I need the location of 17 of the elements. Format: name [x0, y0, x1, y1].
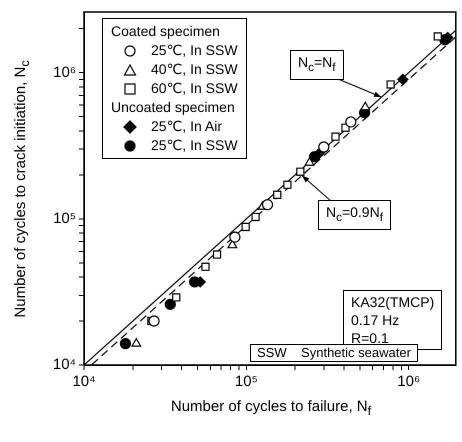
- annotation: N$_{c}$=0.9N$_{f}$: [318, 200, 391, 230]
- x-axis-title: Number of cycles to failure, N$_{f}$: [170, 398, 372, 418]
- annotation: Coated specimen: [111, 22, 221, 41]
- y-tick-label: 10⁵: [53, 210, 76, 227]
- annotation: SSW Synthetic seawater: [250, 344, 418, 362]
- annotation: Uncoated specimen: [111, 98, 236, 117]
- y-tick-label: 10⁶: [53, 64, 76, 81]
- legend-label: 40℃, In SSW: [151, 60, 238, 79]
- x-tick-label: 10⁶: [397, 373, 420, 390]
- y-tick-label: 10⁴: [52, 356, 76, 374]
- legend-label: 25℃, In SSW: [151, 136, 238, 155]
- annotation: N$_{c}$=N$_{f}$: [290, 50, 344, 80]
- x-tick-label: 10⁵: [234, 373, 258, 390]
- legend-label: 60℃, In SSW: [151, 79, 238, 98]
- legend-label: 25℃, In SSW: [151, 41, 238, 60]
- x-tick-label: 10⁴: [72, 373, 96, 390]
- legend-label: 25℃, In Air: [151, 117, 222, 136]
